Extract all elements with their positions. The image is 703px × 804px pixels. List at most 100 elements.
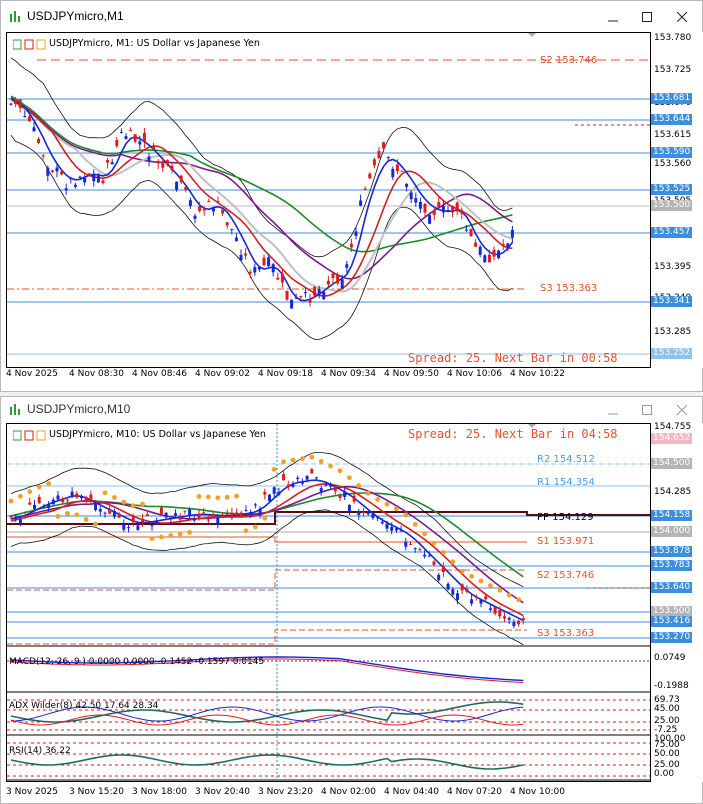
candle-body [493, 606, 497, 614]
price-chart-m1[interactable]: USDJPYmicro, M1: US Dollar vs Japanese Y… [6, 32, 651, 368]
minimize-button[interactable] [598, 400, 628, 420]
candle-body [470, 599, 474, 604]
candle-body [517, 620, 521, 625]
candle-body [478, 246, 482, 255]
price-level-badge: 153.640 [651, 582, 693, 593]
sar-dot [497, 587, 503, 593]
candle-body [441, 206, 445, 213]
candle-body [329, 483, 333, 487]
s3-level-label: S3 153.363 [540, 283, 598, 294]
adx-minus-di [10, 714, 524, 726]
candle-body [336, 274, 340, 284]
chart-window-m1[interactable]: USDJPYmicro,M1 USDJPYmicro, M1: US Dolla… [0, 0, 703, 392]
candle-body [32, 127, 36, 132]
sar-dot [478, 578, 484, 584]
chart-icon [10, 404, 20, 415]
candle-body [418, 549, 422, 551]
ma-blue [10, 479, 524, 622]
candle-body [465, 588, 469, 592]
adx-tick: 45.00 [654, 704, 680, 714]
sar-dot [168, 533, 174, 538]
candle-body [33, 504, 36, 509]
candle-body [9, 515, 13, 518]
maximize-button[interactable] [632, 400, 662, 420]
sar-dot [159, 534, 164, 540]
price-tick: 154.755 [654, 422, 692, 432]
price-chart-m10[interactable]: USDJPYmicro, M10: US Dollar vs Japanese … [6, 423, 651, 782]
candle-body [479, 599, 483, 604]
candle-body [170, 165, 174, 171]
candle-body [267, 257, 271, 266]
sar-dot [234, 493, 240, 499]
sar-dot [431, 540, 437, 546]
time-tick: 4 Nov 10:22 [510, 369, 565, 379]
maximize-icon [642, 405, 652, 415]
candle-body [262, 257, 266, 266]
candle-body [92, 173, 96, 182]
price-chart-m1-canvas [7, 57, 650, 355]
candle-body [492, 249, 496, 257]
price-level-badge: 153.270 [651, 632, 693, 643]
window-title: USDJPYmicro,M1 [27, 9, 124, 23]
sar-dot [8, 498, 14, 504]
candle-body [349, 243, 353, 248]
candle-body [165, 160, 169, 165]
candle-body [249, 511, 253, 516]
sar-dot [46, 481, 51, 486]
price-axis-m10[interactable]: 154.755 154.285 154.652 154.500 154.158 154.0… [651, 422, 703, 782]
window-titlebar[interactable]: USDJPYmicro,M1 [1, 1, 702, 33]
candle-body [331, 273, 335, 279]
macd-tick: -0.1988 [654, 681, 689, 691]
sar-dot [65, 510, 70, 516]
candle-body [216, 201, 220, 203]
chart-caption: USDJPYmicro, M1: US Dollar vs Japanese Y… [49, 38, 260, 49]
candle-body [50, 170, 54, 172]
candle-body [51, 499, 55, 505]
candle-body [89, 494, 93, 501]
window-title: USDJPYmicro,M10 [27, 402, 131, 416]
price-level-badge: 154.500 [651, 458, 693, 469]
candle-body [253, 504, 257, 506]
chart-window-m10[interactable]: USDJPYmicro,M10 USDJPYmicro, M10: US Dol… [0, 396, 703, 804]
price-axis-m1[interactable]: 153.780153.725153.670153.615153.560153.5… [651, 32, 703, 368]
candle-body [427, 555, 431, 557]
maximize-icon [642, 12, 652, 22]
rsi-label: RSI(14) 36.22 [9, 746, 71, 756]
window-titlebar[interactable]: USDJPYmicro,M10 [1, 397, 702, 423]
minimize-button[interactable] [598, 7, 628, 27]
r1-level-label: R1 154.354 [537, 477, 595, 488]
spread-timer: Spread: 25. Next Bar in 00:58 [408, 351, 618, 365]
maximize-button[interactable] [632, 7, 662, 27]
sar-dot [55, 514, 61, 519]
adx-label: ADX Wilder(8) 42.50 17.64 28.34 [9, 701, 159, 711]
candle-body [446, 583, 450, 590]
candle-body [84, 497, 88, 502]
close-button[interactable] [667, 7, 697, 27]
time-tick: 4 Nov 08:46 [132, 369, 187, 379]
candle-body [117, 514, 121, 518]
candle-body [385, 523, 389, 529]
price-tick: 153.285 [654, 327, 692, 337]
close-button[interactable] [667, 400, 697, 420]
candle-body [155, 521, 159, 525]
candle-body [268, 494, 271, 501]
candle-body [315, 477, 318, 479]
sar-dot [459, 568, 465, 574]
candle-body [145, 514, 149, 516]
candle-body [61, 499, 65, 503]
candle-body [399, 530, 403, 532]
sar-dot [262, 515, 268, 521]
candle-body [409, 192, 413, 200]
rsi-tick: 100.00 [654, 734, 686, 744]
candle-body [230, 512, 234, 519]
candle-body [178, 517, 182, 520]
candle-body [414, 198, 418, 203]
candle-body [405, 184, 409, 187]
time-tick: 4 Nov 08:30 [69, 369, 124, 379]
sar-dot [121, 499, 127, 505]
candle-body [286, 484, 290, 488]
sar-dot [412, 521, 418, 527]
candle-body [343, 491, 347, 497]
sar-dot [300, 456, 305, 462]
candle-body [428, 215, 432, 224]
